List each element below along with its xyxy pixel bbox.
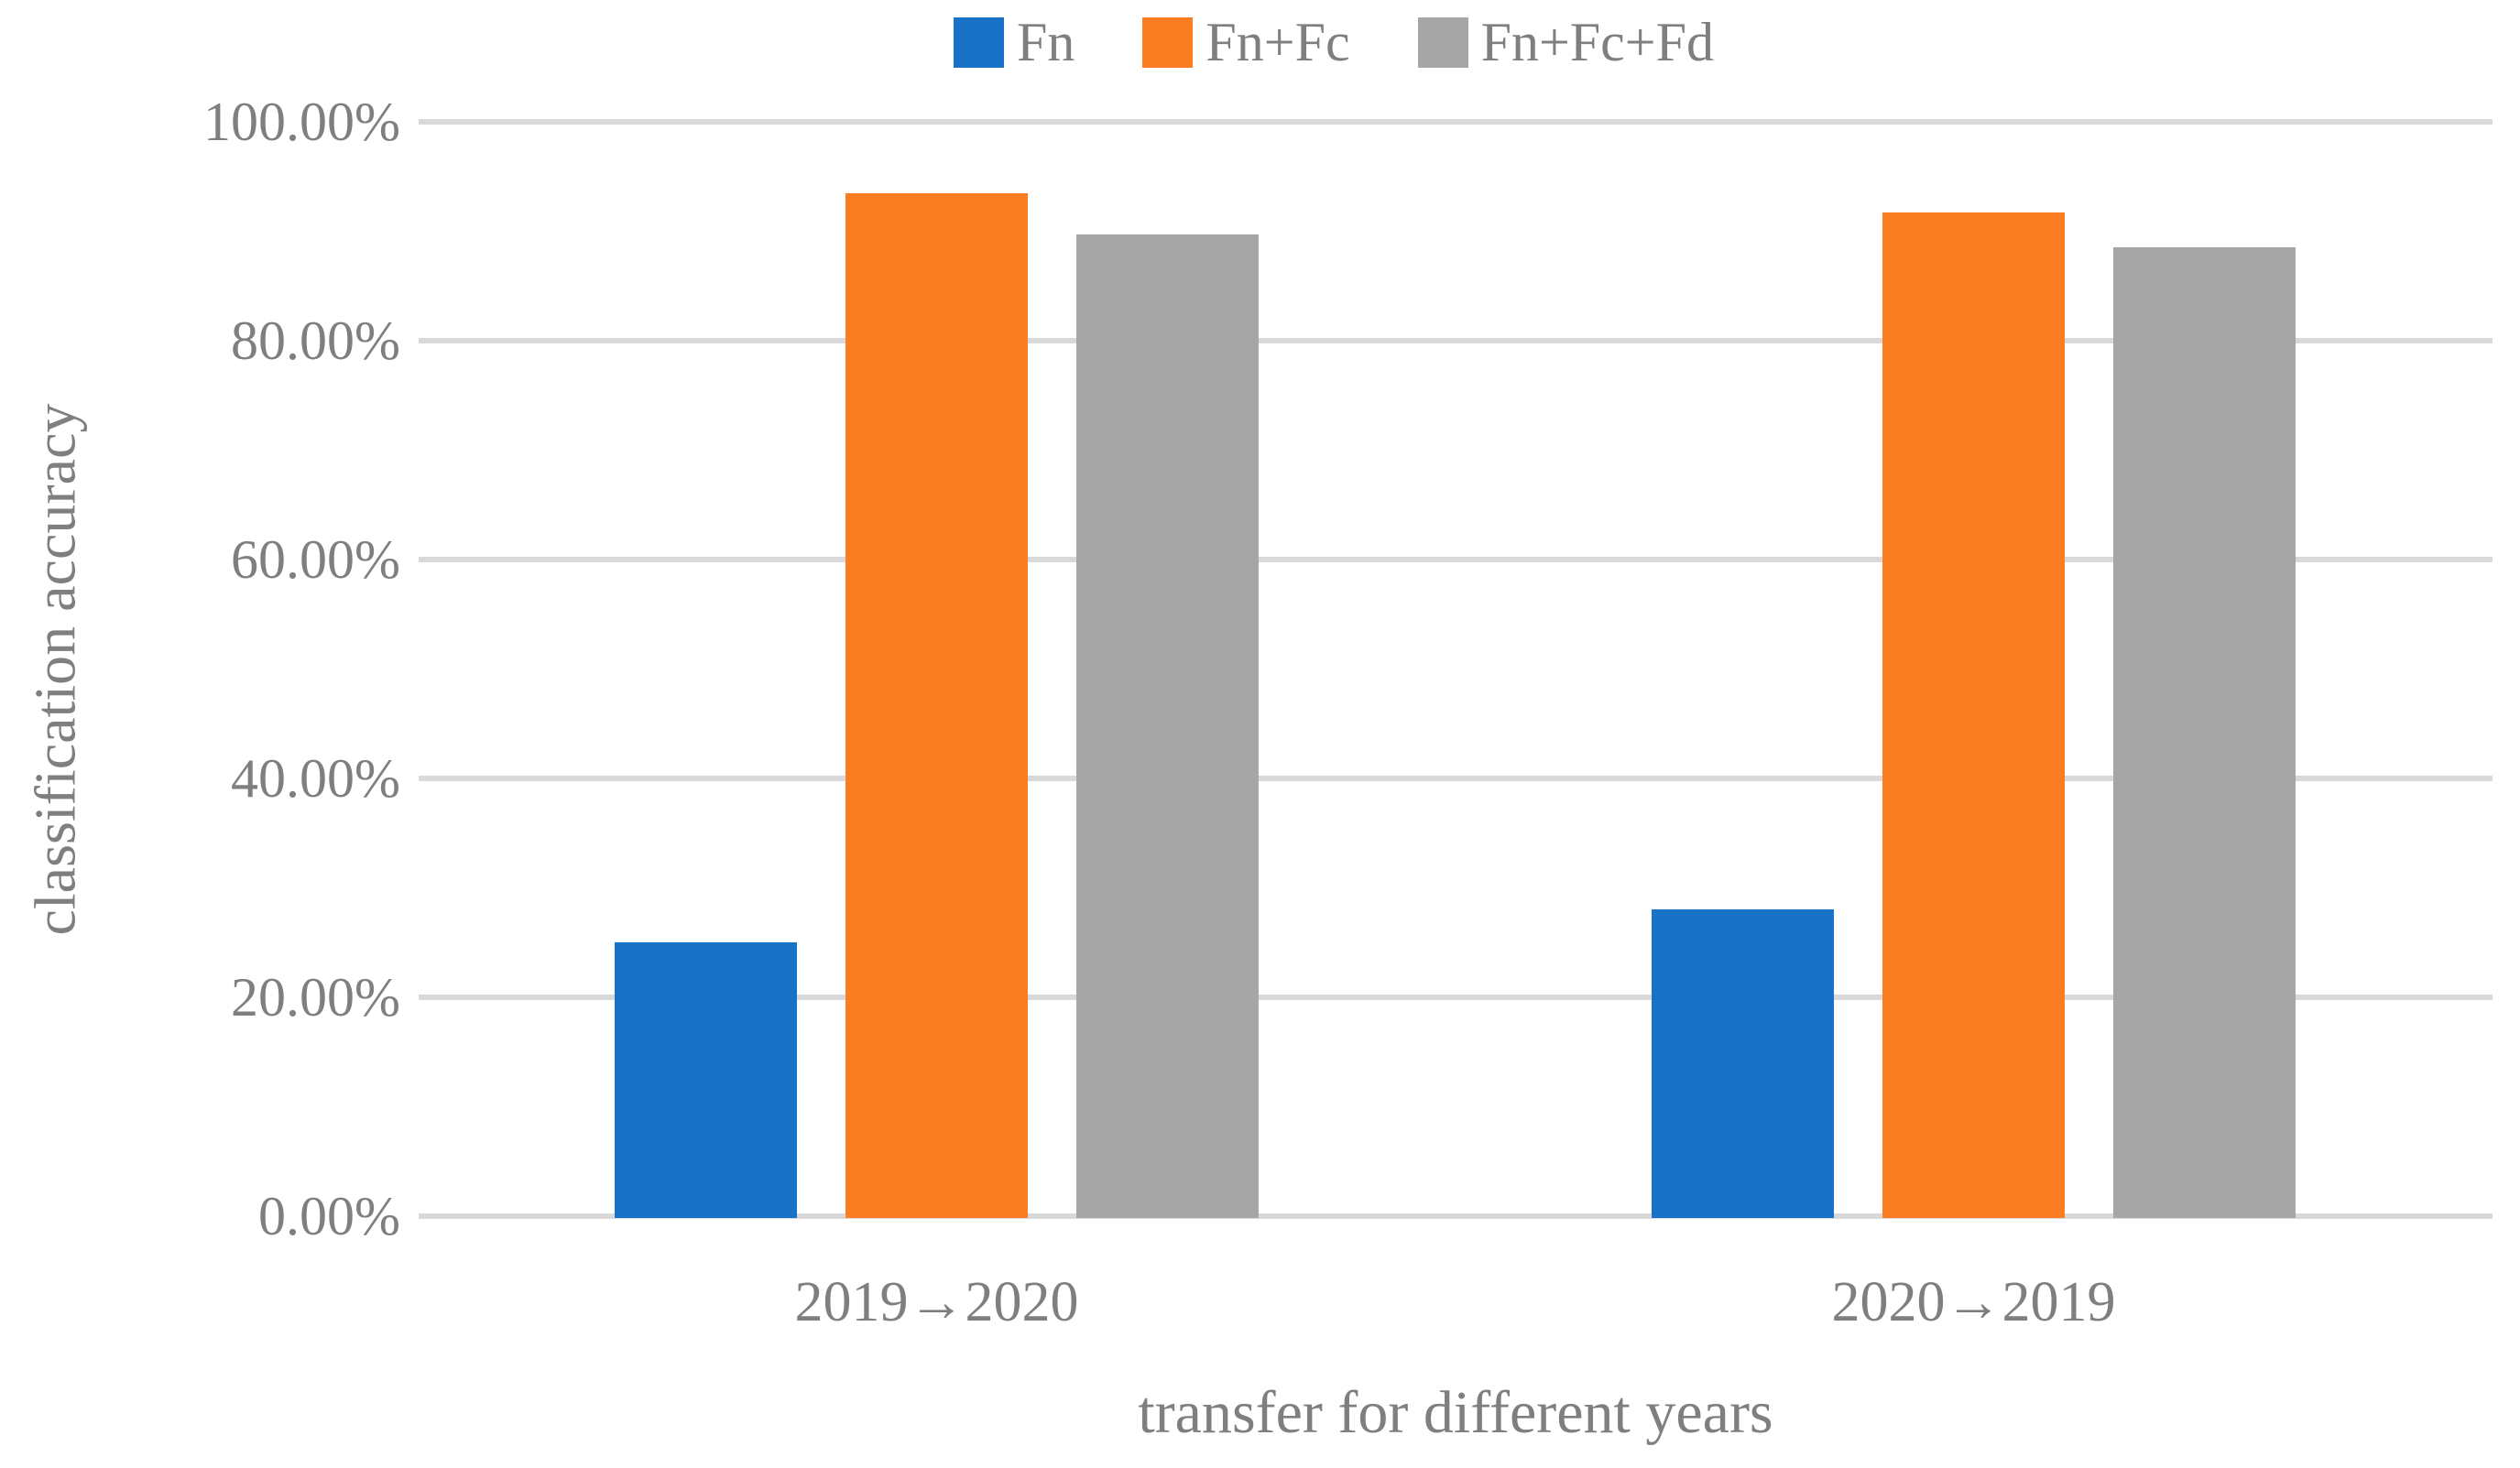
- y-gridline: [419, 776, 2493, 781]
- bar-fn-fc-fd-2020to2019: [2113, 247, 2296, 1218]
- legend-swatch-icon: [1417, 16, 1468, 68]
- legend: Fn Fn+Fc Fn+Fc+Fd: [953, 12, 1715, 72]
- y-tick-label: 80.00%: [231, 310, 400, 371]
- y-tick-label: 20.00%: [231, 967, 400, 1028]
- legend-item-fn-fc-fd: Fn+Fc+Fd: [1417, 12, 1715, 72]
- y-tick-label: 60.00%: [231, 529, 400, 590]
- bar-fn-2020to2019: [1652, 909, 1834, 1218]
- legend-item-fn: Fn: [953, 12, 1075, 72]
- x-tick-label: 2020→2019: [1831, 1271, 2116, 1333]
- y-tick-label: 100.00%: [203, 92, 400, 152]
- y-gridline: [419, 338, 2493, 343]
- legend-swatch-icon: [1142, 16, 1194, 68]
- bar-fn-fc-2019to2020: [845, 192, 1028, 1218]
- legend-label: Fn+Fc+Fd: [1480, 12, 1715, 72]
- y-axis-title: classification accuracy: [22, 403, 87, 935]
- bar-fn-fc-2020to2019: [1882, 212, 2065, 1218]
- legend-label: Fn+Fc: [1205, 12, 1350, 72]
- y-tick-label: 0.00%: [258, 1186, 400, 1246]
- legend-item-fn-fc: Fn+Fc: [1142, 12, 1350, 72]
- y-axis-title-wrap: classification accuracy: [0, 122, 110, 1216]
- y-tick-label: 40.00%: [231, 748, 400, 809]
- x-axis-line: [419, 1213, 2493, 1219]
- y-gridline: [419, 995, 2493, 1000]
- legend-label: Fn: [1016, 12, 1075, 72]
- y-gridline: [419, 557, 2493, 562]
- x-tick-label: 2019→2020: [794, 1271, 1079, 1333]
- legend-swatch-icon: [953, 16, 1004, 68]
- bar-fn-fc-fd-2019to2020: [1076, 234, 1259, 1218]
- bar-fn-2019to2020: [615, 942, 797, 1218]
- y-gridline: [419, 119, 2493, 125]
- x-axis-title: transfer for different years: [1138, 1379, 1773, 1446]
